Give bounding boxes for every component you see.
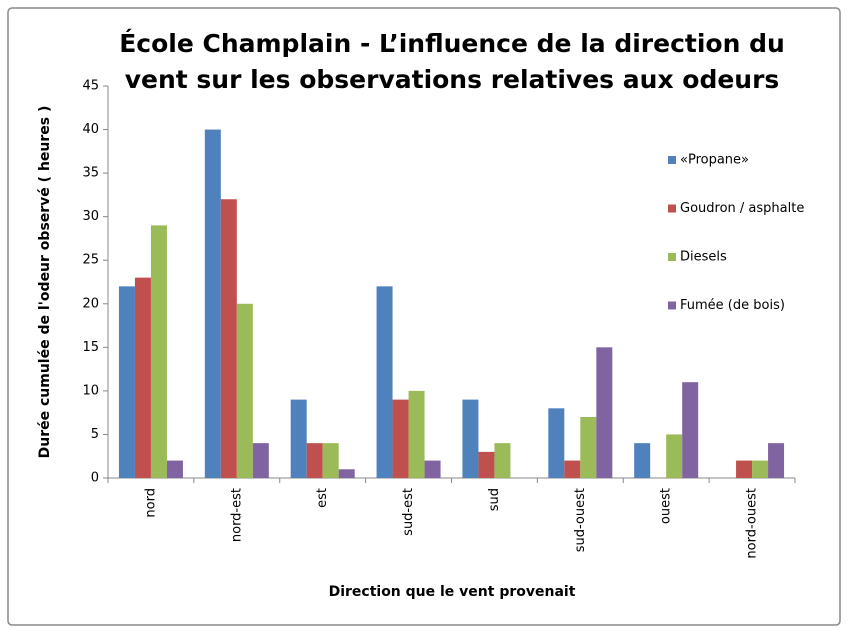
bar — [166, 460, 183, 478]
bar — [322, 443, 339, 478]
bar — [580, 417, 597, 478]
bar — [252, 443, 269, 478]
y-tick-label: 45 — [82, 79, 99, 94]
bar — [752, 460, 769, 478]
bar — [424, 460, 441, 478]
x-axis-title: Direction que le vent provenait — [329, 584, 576, 600]
bar — [666, 434, 683, 478]
bar — [564, 460, 581, 478]
bar — [290, 399, 307, 478]
y-tick-label: 30 — [82, 209, 99, 224]
chart-title: École Champlain - L’influence de la dire… — [119, 29, 785, 58]
x-tick-label: est — [315, 488, 330, 508]
x-tick-label: sud-ouest — [573, 488, 588, 552]
bar — [462, 399, 479, 478]
bar — [236, 303, 253, 478]
bar — [204, 129, 221, 479]
legend-swatch — [668, 156, 676, 164]
x-tick-label: nord-ouest — [745, 488, 760, 559]
bar — [478, 451, 495, 478]
y-tick-label: 15 — [82, 340, 99, 355]
bar — [392, 399, 409, 478]
bar — [134, 277, 151, 478]
x-tick-label: sud-est — [401, 488, 416, 536]
y-tick-label: 10 — [82, 383, 99, 398]
bar — [768, 443, 785, 478]
legend-swatch — [668, 204, 676, 213]
x-tick-label: nord-est — [229, 488, 244, 542]
bar — [494, 443, 511, 478]
bar — [736, 460, 753, 478]
bar — [306, 443, 323, 478]
y-tick-label: 25 — [82, 253, 99, 268]
y-tick-label: 5 — [91, 427, 99, 442]
y-tick-label: 0 — [91, 471, 99, 486]
chart-title: vent sur les observations relatives aux … — [125, 65, 780, 94]
bar — [118, 286, 135, 478]
legend-label: Diesels — [680, 250, 727, 265]
legend-swatch — [668, 301, 676, 310]
bar — [150, 225, 167, 478]
bar — [338, 469, 355, 478]
legend-label: «Propane» — [680, 153, 749, 168]
legend-label: Goudron / asphalte — [680, 201, 804, 216]
y-tick-label: 20 — [82, 296, 99, 311]
bar — [220, 199, 237, 478]
bar — [596, 347, 613, 478]
y-axis-title: Durée cumulée de l'odeur observé ( heure… — [37, 106, 53, 459]
bar — [682, 382, 699, 478]
legend-swatch — [668, 253, 676, 261]
x-tick-label: nord — [143, 488, 158, 518]
y-tick-label: 40 — [82, 122, 99, 137]
x-tick-label: sud — [487, 488, 502, 511]
bar — [376, 286, 393, 478]
bar — [408, 390, 425, 478]
bar — [548, 408, 565, 478]
y-tick-label: 35 — [82, 166, 99, 181]
bar — [634, 443, 651, 478]
legend-label: Fumée (de bois) — [680, 298, 785, 313]
x-tick-label: ouest — [659, 488, 674, 524]
